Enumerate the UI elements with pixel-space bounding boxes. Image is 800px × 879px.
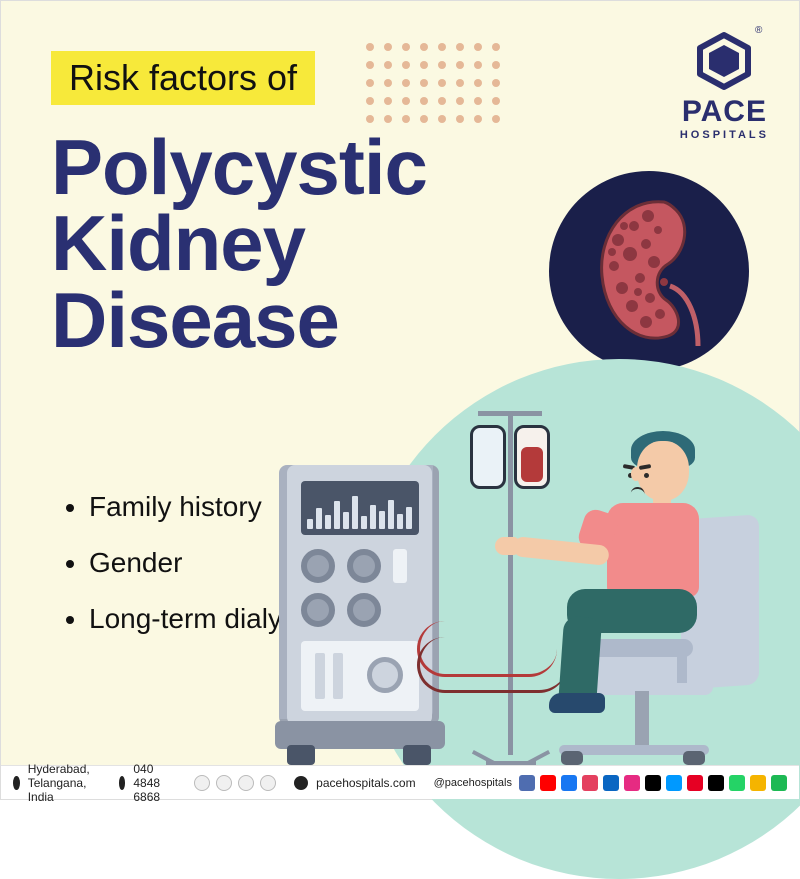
- heading-tag: Risk factors of: [51, 51, 315, 105]
- footer-bar: Hyderabad, Telangana, India 040 4848 686…: [1, 765, 799, 799]
- social-icon[interactable]: [561, 775, 577, 791]
- patient-illustration: [525, 437, 715, 717]
- social-icon[interactable]: [645, 775, 661, 791]
- wheel-icon: [403, 745, 431, 765]
- social-icon[interactable]: [708, 775, 724, 791]
- website-text: pacehospitals.com: [316, 776, 415, 790]
- brand-name: PACE: [680, 95, 769, 129]
- infographic-canvas: ® PACE HOSPITALS Risk factors of Polycys…: [0, 0, 800, 800]
- social-icon[interactable]: [666, 775, 682, 791]
- brand-logo: ® PACE HOSPITALS: [680, 31, 769, 141]
- footer-website: pacehospitals.com: [294, 776, 415, 790]
- location-text: Hyderabad, Telangana, India: [28, 762, 101, 804]
- cert-badge-icon: [194, 775, 210, 791]
- title-line-3: Disease: [51, 282, 427, 358]
- knob-icon: [347, 593, 381, 627]
- knob-icon: [301, 593, 335, 627]
- pin-icon: [13, 776, 20, 790]
- social-handle: @pacehospitals: [434, 777, 512, 789]
- phone-icon: [119, 776, 125, 790]
- slot-icon: [393, 549, 407, 583]
- shoe-icon: [549, 693, 605, 713]
- social-icons: @pacehospitals: [434, 775, 787, 791]
- cert-badge-icon: [260, 775, 276, 791]
- logo-mark-icon: ®: [694, 31, 754, 91]
- knob-icon: [301, 549, 335, 583]
- social-icon[interactable]: [750, 775, 766, 791]
- footer-phone: 040 4848 6868: [119, 762, 170, 804]
- saline-bag-icon: [470, 425, 506, 489]
- caster-icon: [561, 751, 583, 765]
- social-icon[interactable]: [687, 775, 703, 791]
- social-icon[interactable]: [729, 775, 745, 791]
- registered-mark: ®: [755, 25, 762, 36]
- social-icon[interactable]: [624, 775, 640, 791]
- social-icon[interactable]: [771, 775, 787, 791]
- social-icon[interactable]: [540, 775, 556, 791]
- brand-sub: HOSPITALS: [680, 129, 769, 141]
- dial-icon: [367, 657, 403, 693]
- social-icon[interactable]: [519, 775, 535, 791]
- caster-icon: [683, 751, 705, 765]
- cert-badge-icon: [238, 775, 254, 791]
- dialysis-scene: [259, 395, 759, 765]
- cert-badge-icon: [216, 775, 232, 791]
- title-line-1: Polycystic: [51, 129, 427, 205]
- globe-icon: [294, 776, 308, 790]
- kidney-icon: [594, 196, 704, 346]
- machine-panel: [301, 641, 419, 711]
- heading-block: Risk factors of Polycystic Kidney Diseas…: [51, 51, 427, 358]
- footer-location: Hyderabad, Telangana, India: [13, 762, 101, 804]
- page-title: Polycystic Kidney Disease: [51, 129, 427, 358]
- phone-text: 040 4848 6868: [133, 762, 170, 804]
- dialysis-machine: [269, 445, 449, 765]
- knob-icon: [347, 549, 381, 583]
- wheel-icon: [287, 745, 315, 765]
- social-icon[interactable]: [582, 775, 598, 791]
- machine-screen-icon: [301, 481, 419, 535]
- kidney-illustration: [549, 171, 749, 371]
- social-icon[interactable]: [603, 775, 619, 791]
- title-line-2: Kidney: [51, 205, 427, 281]
- certification-badges: [194, 775, 276, 791]
